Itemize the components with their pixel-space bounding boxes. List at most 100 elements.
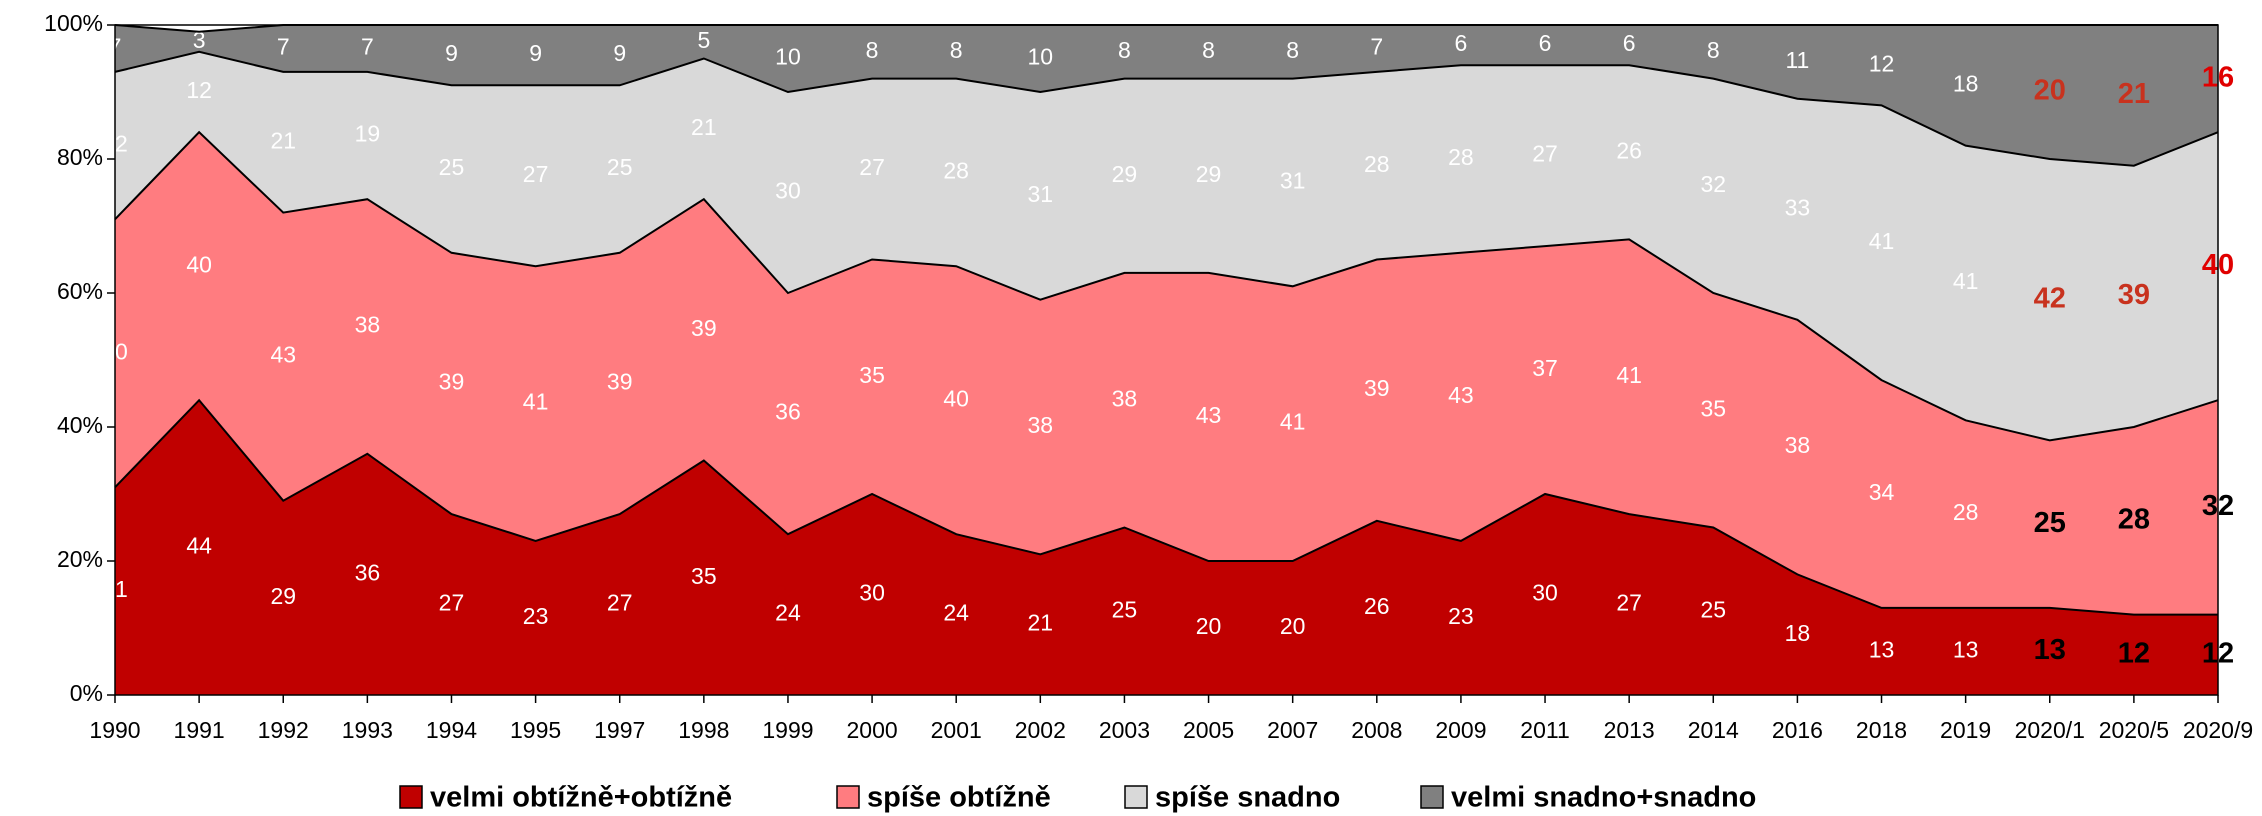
x-tick-label: 2005	[1183, 717, 1234, 743]
data-label: 21	[1028, 610, 1054, 636]
y-tick-label: 60%	[57, 278, 103, 304]
x-tick-label: 2014	[1688, 717, 1739, 743]
data-label: 41	[1953, 268, 1979, 294]
data-label: 5	[697, 27, 710, 53]
x-tick-label: 1992	[258, 717, 309, 743]
area	[115, 25, 2218, 166]
legend-swatch	[1124, 785, 1148, 809]
x-tick-label: 2011	[1520, 717, 1569, 743]
data-label: 38	[1028, 412, 1054, 438]
data-label: 35	[1700, 395, 1726, 421]
data-label: 25	[607, 154, 633, 180]
data-label: 21	[2118, 78, 2150, 110]
data-label: 27	[1532, 141, 1558, 167]
x-tick-label: 2020/9	[2183, 717, 2253, 743]
data-label: 39	[2118, 279, 2150, 311]
data-label: 23	[1448, 603, 1474, 629]
legend-swatch	[1420, 785, 1444, 809]
data-label: 31	[1028, 181, 1054, 207]
data-label: 43	[1196, 402, 1222, 428]
data-label: 40	[186, 251, 212, 277]
data-label: 41	[1869, 228, 1895, 254]
x-tick-label: 1991	[174, 717, 225, 743]
data-label: 43	[270, 342, 296, 368]
data-label: 27	[859, 154, 885, 180]
x-tick-label: 1994	[426, 717, 477, 743]
data-label: 12	[1869, 50, 1895, 76]
data-label: 27	[439, 590, 465, 616]
x-tick-label: 2020/5	[2099, 717, 2169, 743]
data-label: 13	[1953, 637, 1979, 663]
data-label: 27	[607, 590, 633, 616]
data-label: 27	[1616, 590, 1642, 616]
data-label: 12	[2118, 637, 2150, 669]
data-label: 3	[193, 27, 206, 53]
data-label: 35	[859, 362, 885, 388]
y-tick-label: 20%	[57, 546, 103, 572]
data-label: 31	[1280, 168, 1306, 194]
x-tick-label: 2020/1	[2015, 717, 2085, 743]
data-label: 25	[2034, 507, 2066, 539]
x-tick-label: 1995	[510, 717, 561, 743]
plot-frame	[114, 24, 2219, 696]
data-label: 18	[1785, 620, 1811, 646]
data-label: 34	[1869, 479, 1895, 505]
data-label: 19	[355, 121, 381, 147]
boundary-line	[114, 130, 2219, 442]
data-label: 36	[775, 399, 801, 425]
data-label: 38	[1785, 432, 1811, 458]
data-label: 42	[2034, 282, 2066, 314]
area	[115, 132, 2218, 615]
data-label: 29	[1196, 161, 1222, 187]
data-label: 20	[1280, 613, 1306, 639]
data-label: 10	[1028, 44, 1054, 70]
x-tick-label: 2008	[1351, 717, 1402, 743]
legend-label: velmi snadno+snadno	[1451, 782, 1756, 814]
data-label: 6	[1623, 30, 1636, 56]
data-label: 11	[1785, 47, 1809, 73]
data-label: 10	[775, 44, 801, 70]
data-label: 27	[523, 161, 549, 187]
data-label: 6	[1455, 30, 1468, 56]
x-tick-label: 2009	[1435, 717, 1486, 743]
data-label: 41	[1280, 409, 1306, 435]
x-tick-label: 1998	[678, 717, 729, 743]
data-label: 39	[691, 315, 717, 341]
data-label: 41	[523, 389, 549, 415]
data-label: 8	[1286, 37, 1299, 63]
area	[115, 400, 2218, 695]
x-tick-label: 1999	[762, 717, 813, 743]
data-label: 43	[1448, 382, 1474, 408]
data-label: 28	[1364, 151, 1390, 177]
x-tick-label: 1993	[342, 717, 393, 743]
x-tick-label: 2001	[931, 717, 982, 743]
x-tick-label: 1990	[89, 717, 140, 743]
data-label: 38	[355, 312, 381, 338]
data-label: 20	[1196, 613, 1222, 639]
legend-swatch	[399, 785, 423, 809]
x-tick-label: 2013	[1604, 717, 1655, 743]
data-label: 24	[943, 600, 969, 626]
data-label: 23	[523, 603, 549, 629]
data-label: 39	[439, 369, 465, 395]
data-label: 41	[1616, 362, 1642, 388]
data-label: 36	[355, 559, 381, 585]
data-label: 35	[691, 563, 717, 589]
data-label: 44	[186, 533, 212, 559]
data-label: 8	[1707, 37, 1720, 63]
data-label: 24	[775, 600, 801, 626]
data-label: 28	[1448, 144, 1474, 170]
y-tick-label: 100%	[44, 10, 103, 36]
x-tick-label: 1997	[594, 717, 645, 743]
data-label: 38	[1112, 385, 1138, 411]
x-tick-label: 2002	[1015, 717, 1066, 743]
data-label: 6	[1539, 30, 1552, 56]
data-label: 18	[1953, 70, 1979, 96]
y-tick-label: 40%	[57, 412, 103, 438]
data-label: 8	[1202, 37, 1215, 63]
x-tick-label: 2019	[1940, 717, 1991, 743]
data-label: 7	[1370, 34, 1383, 60]
boundary-line	[114, 398, 2218, 616]
data-label: 8	[950, 37, 963, 63]
